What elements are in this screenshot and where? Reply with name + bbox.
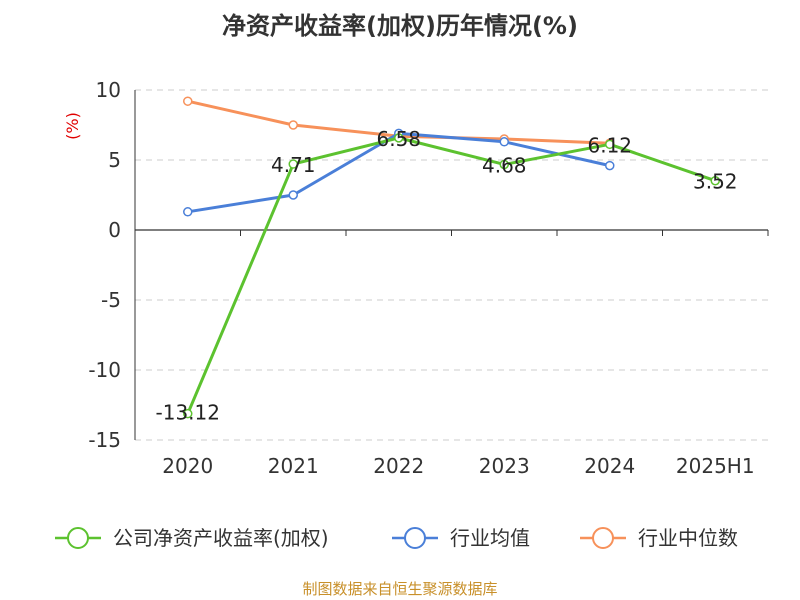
- x-tick-label-2024: 2024: [584, 454, 635, 478]
- series-0-point-2024: [605, 139, 615, 150]
- y-tick-label-0: 0: [108, 218, 121, 242]
- legend-marker-0: [67, 527, 89, 549]
- series-0-point-2020: [183, 408, 193, 419]
- data-label-2025H1: 3.52: [693, 170, 738, 194]
- data-label-2024: 6.12: [587, 133, 632, 157]
- data-label-2023: 4.68: [482, 153, 527, 177]
- legend: 公司净资产收益率(加权) 行业均值 行业中位数: [55, 526, 738, 550]
- series-1-point-2023: [499, 137, 509, 147]
- series-1-point-2020: [183, 207, 193, 217]
- series-2-point-2021: [288, 120, 298, 130]
- series-0-point-2021: [288, 159, 298, 169]
- data-labels: -13.12 4.71 6.58 4.68 6.12 3.52: [156, 127, 738, 425]
- x-tick-label-2022: 2022: [373, 454, 424, 478]
- data-label-2022: 6.58: [376, 127, 421, 151]
- data-label-2020: -13.12: [156, 401, 220, 425]
- x-tick-label-2025H1: 2025H1: [676, 454, 755, 478]
- y-tick-label--15: -15: [88, 428, 121, 452]
- series-0-point-2022: [394, 133, 404, 143]
- series-1-point-2024: [605, 160, 615, 171]
- gridlines: [135, 89, 768, 441]
- legend-marker-2: [592, 527, 614, 549]
- legend-label-1: 行业均值: [450, 526, 530, 550]
- series-line-0: [186, 136, 716, 415]
- y-tick-label--10: -10: [88, 358, 121, 382]
- y-tick-label-5: 5: [108, 148, 121, 172]
- legend-marker-1: [404, 527, 426, 549]
- series-1-point-2021: [288, 190, 298, 200]
- series-lines: [183, 96, 720, 419]
- axes: 10 5 0 -5 -10 -15 2020 2021 2022 2023 2024 2025H1: [88, 78, 769, 478]
- chart-title: 净资产收益率(加权)历年情况(%): [222, 12, 578, 40]
- x-tick-label-2023: 2023: [479, 454, 530, 478]
- legend-label-0: 公司净资产收益率(加权): [113, 526, 329, 550]
- series-0-point-2025H1: [710, 175, 720, 186]
- series-2-point-2020: [183, 96, 193, 106]
- source-note: 制图数据来自恒生聚源数据库: [302, 580, 497, 598]
- x-tick-label-2021: 2021: [268, 454, 319, 478]
- series-0-point-2023: [499, 159, 509, 170]
- y-tick-label--5: -5: [101, 288, 121, 312]
- y-tick-label-10: 10: [96, 78, 121, 102]
- data-label-2021: 4.71: [271, 153, 316, 177]
- x-tick-label-2020: 2020: [162, 454, 213, 478]
- y-axis-label: (%): [63, 112, 82, 140]
- legend-label-2: 行业中位数: [638, 526, 738, 550]
